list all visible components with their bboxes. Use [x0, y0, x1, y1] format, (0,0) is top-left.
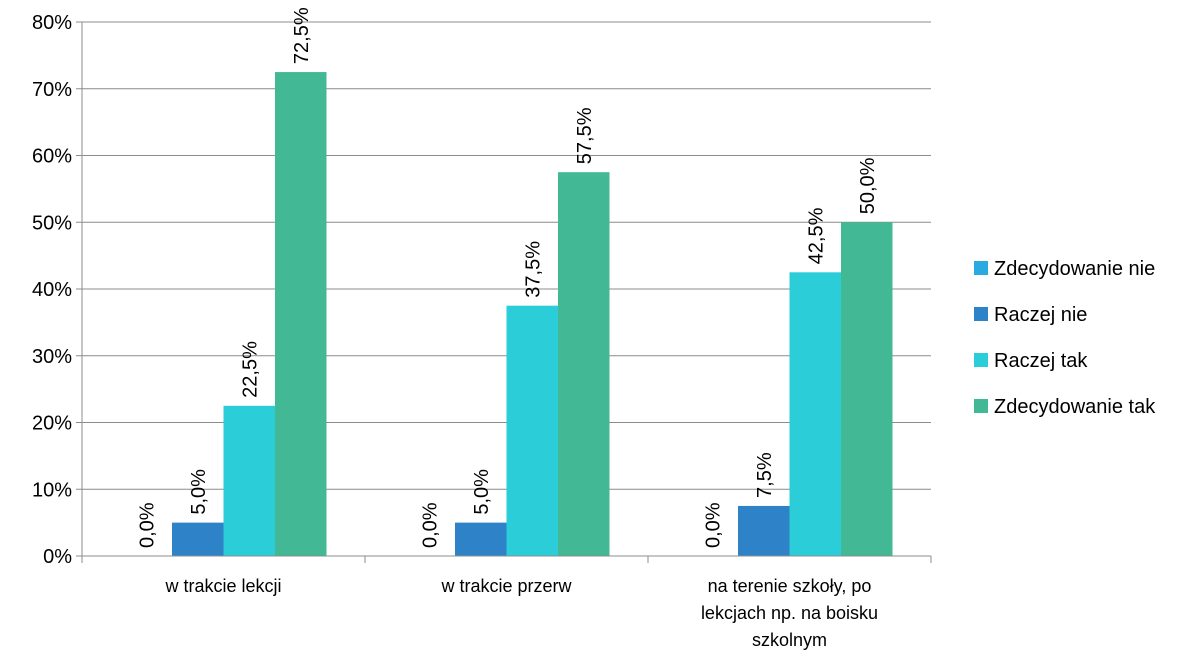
data-label: 0,0%: [702, 502, 724, 548]
y-tick-label: 0%: [43, 546, 72, 568]
bar: [223, 405, 275, 556]
data-label: 50,0%: [857, 157, 879, 214]
legend-label: Raczej tak: [994, 350, 1088, 372]
y-axis-tick-labels: 0% 10% 20% 30% 40% 50% 60% 70% 80%: [32, 12, 72, 568]
axes: [76, 21, 932, 563]
y-tick-label: 40%: [32, 279, 72, 301]
bar: [841, 222, 893, 556]
y-tick-label: 10%: [32, 479, 72, 501]
y-tick-label: 30%: [32, 346, 72, 368]
bar: [738, 505, 790, 556]
legend-label: Zdecydowanie tak: [994, 396, 1156, 418]
data-label: 5,0%: [188, 469, 210, 515]
x-axis-category-labels: w trakcie lekcji w trakcie przerw na teren…: [164, 576, 878, 650]
bars: [172, 72, 893, 556]
category-label: szkolnym: [752, 630, 827, 650]
bar: [558, 172, 610, 556]
data-label: 0,0%: [419, 502, 441, 548]
data-label: 5,0%: [471, 469, 493, 515]
legend-label: Raczej nie: [994, 304, 1087, 326]
category-label: na terenie szkoły, po: [708, 576, 872, 596]
y-tick-label: 80%: [32, 12, 72, 34]
category-label: lekcjach np. na boisku: [701, 603, 878, 623]
category-label: w trakcie lekcji: [164, 576, 281, 596]
data-label: 37,5%: [522, 241, 544, 298]
legend-swatch: [974, 353, 988, 367]
legend: Zdecydowanie nie Raczej nie Raczej tak Zdec…: [974, 258, 1156, 418]
y-tick-label: 20%: [32, 413, 72, 435]
bar: [275, 72, 327, 556]
data-label: 72,5%: [291, 7, 313, 64]
legend-swatch: [974, 399, 988, 413]
data-label: 0,0%: [136, 502, 158, 548]
bar: [455, 522, 507, 556]
data-label: 22,5%: [239, 341, 261, 398]
bar: [172, 522, 224, 556]
bar: [789, 272, 841, 556]
data-label: 7,5%: [754, 452, 776, 498]
y-tick-label: 70%: [32, 79, 72, 101]
y-tick-label: 50%: [32, 212, 72, 234]
bar: [506, 305, 558, 556]
legend-label: Zdecydowanie nie: [994, 258, 1155, 280]
legend-swatch: [974, 261, 988, 275]
y-tick-label: 60%: [32, 146, 72, 168]
data-labels: 0,0% 5,0% 22,5% 72,5% 0,0% 5,0% 37,5% 57,5% 0,0%…: [136, 7, 879, 548]
data-label: 42,5%: [805, 207, 827, 264]
data-label: 57,5%: [574, 107, 596, 164]
legend-swatch: [974, 307, 988, 321]
category-label: w trakcie przerw: [440, 576, 572, 596]
